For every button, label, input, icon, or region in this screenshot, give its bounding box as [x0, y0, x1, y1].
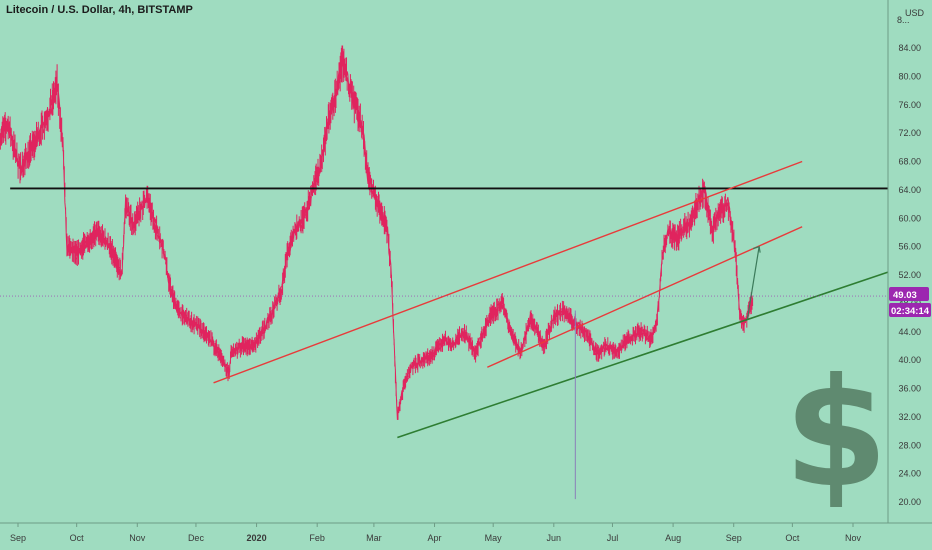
- y-tick-label: 44.00: [898, 327, 921, 337]
- y-tick-label-partial: 8...: [897, 15, 910, 25]
- support-line: [397, 271, 889, 439]
- countdown-badge: [889, 303, 931, 317]
- y-tick-label: 64.00: [898, 185, 921, 195]
- projection-arrowhead: [752, 245, 761, 253]
- price-candles: [0, 45, 754, 420]
- y-tick-label: 40.00: [898, 355, 921, 365]
- x-tick-label: Jul: [607, 533, 619, 543]
- x-tick-label: Sep: [726, 533, 742, 543]
- dollar-sign-icon: $: [784, 347, 888, 521]
- x-tick-label: Jun: [547, 533, 562, 543]
- x-tick-label: Oct: [70, 533, 85, 543]
- x-tick-label: Feb: [309, 533, 325, 543]
- axis-currency: USD: [905, 8, 925, 18]
- y-tick-label: 52.00: [898, 270, 921, 280]
- channel-upper-line: [213, 160, 803, 384]
- x-tick-label: Sep: [10, 533, 26, 543]
- x-tick-label: Dec: [188, 533, 205, 543]
- y-tick-label: 20.00: [898, 497, 921, 507]
- trend-lines: [10, 160, 889, 500]
- x-tick-label: Oct: [785, 533, 800, 543]
- y-tick-label: 32.00: [898, 412, 921, 422]
- x-tick-label: Mar: [366, 533, 382, 543]
- x-tick-label: Aug: [665, 533, 681, 543]
- x-tick-label: Apr: [428, 533, 442, 543]
- y-tick-label: 68.00: [898, 157, 921, 167]
- y-tick-label: 72.00: [898, 128, 921, 138]
- y-tick-label: 28.00: [898, 440, 921, 450]
- price-axis-bg: [888, 0, 932, 523]
- y-tick-label: 84.00: [898, 43, 921, 53]
- price-series: [0, 45, 754, 420]
- projection-line: [746, 246, 760, 320]
- x-tick-labels: Sep Oct Nov Dec 2020 Feb Mar Apr May Jun Jul Aug Sep…: [10, 523, 862, 543]
- x-tick-label: Nov: [129, 533, 146, 543]
- price-badges: 49.03 02:34:14: [889, 287, 931, 317]
- symbol-title: Litecoin / U.S. Dollar, 4h, BITSTAMP: [6, 4, 193, 16]
- y-tick-label: 76.00: [898, 100, 921, 110]
- y-tick-label: 80.00: [898, 71, 921, 81]
- y-tick-label: 60.00: [898, 213, 921, 223]
- x-tick-label: Nov: [845, 533, 862, 543]
- x-tick-label: 2020: [247, 533, 267, 543]
- y-tick-label: 24.00: [898, 469, 921, 479]
- last-price-value: 49.03: [893, 290, 917, 301]
- x-tick-label: May: [485, 533, 503, 543]
- y-tick-label: 56.00: [898, 242, 921, 252]
- y-tick-label: 36.00: [898, 384, 921, 394]
- channel-lower-line: [487, 226, 803, 368]
- last-price-badge: [889, 287, 929, 301]
- countdown-value: 02:34:14: [891, 306, 930, 317]
- chart-title: Litecoin / U.S. Dollar, 4h, BITSTAMP: [6, 4, 193, 16]
